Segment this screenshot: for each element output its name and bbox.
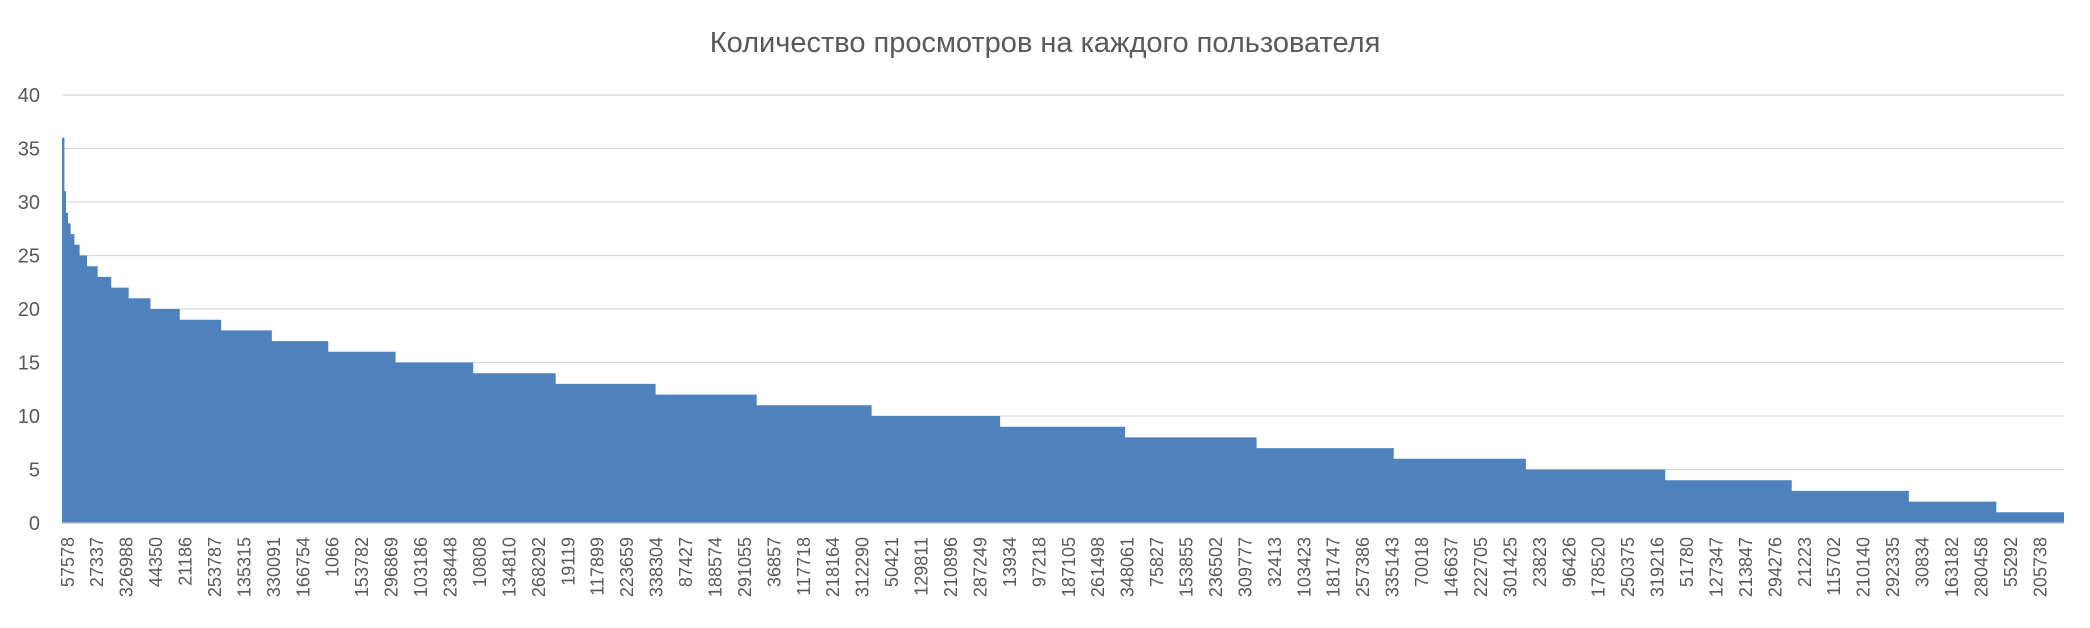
x-axis-ticks: 57578 27337 326988 44350 21186 253787 135315 33…	[58, 537, 2051, 597]
x-tick-label: 257386	[1353, 537, 1373, 597]
x-tick-label: 153855	[1177, 537, 1197, 597]
x-tick-label: 291055	[735, 537, 755, 597]
x-tick-label: 312290	[853, 537, 873, 597]
x-tick-label: 348061	[1118, 537, 1138, 597]
x-tick-label: 238448	[440, 537, 460, 597]
y-tick-label: 40	[18, 85, 40, 107]
y-axis-ticks: 0 5 10 15 20 25 30 35 40	[18, 85, 40, 535]
x-tick-label: 115702	[1824, 537, 1844, 596]
y-tick-label: 5	[29, 460, 40, 482]
x-tick-label: 319216	[1648, 537, 1668, 597]
x-tick-label: 210896	[941, 537, 961, 597]
x-tick-label: 181747	[1324, 537, 1344, 597]
x-tick-label: 292335	[1883, 537, 1903, 597]
x-tick-label: 87427	[676, 537, 696, 587]
x-tick-label: 55292	[2001, 537, 2021, 587]
x-tick-label: 30834	[1913, 537, 1933, 587]
x-tick-label: 117899	[588, 537, 608, 596]
x-tick-label: 103423	[1294, 537, 1314, 597]
x-tick-label: 178520	[1589, 537, 1609, 597]
x-tick-label: 309777	[1235, 537, 1255, 597]
x-tick-label: 338304	[647, 537, 667, 597]
y-tick-label: 35	[18, 139, 40, 161]
plot-area	[62, 137, 2064, 524]
x-tick-label: 210140	[1854, 537, 1874, 597]
x-tick-label: 261498	[1088, 537, 1108, 597]
x-tick-label: 96426	[1559, 537, 1579, 587]
x-tick-label: 135315	[234, 537, 254, 597]
y-tick-label: 25	[18, 246, 40, 268]
x-tick-label: 57578	[58, 537, 78, 587]
x-tick-label: 187105	[1059, 537, 1079, 597]
x-tick-label: 70018	[1412, 537, 1432, 587]
x-tick-label: 330091	[264, 537, 284, 597]
x-tick-label: 326988	[117, 537, 137, 597]
x-tick-label: 117718	[794, 537, 814, 596]
x-tick-label: 223659	[617, 537, 637, 597]
y-tick-label: 30	[18, 192, 40, 214]
x-tick-label: 253787	[205, 537, 225, 597]
x-tick-label: 23823	[1530, 537, 1550, 587]
x-tick-label: 134810	[499, 537, 519, 597]
x-tick-label: 294276	[1765, 537, 1785, 597]
y-tick-label: 20	[18, 299, 40, 321]
x-tick-label: 146637	[1441, 537, 1461, 597]
x-tick-label: 44350	[146, 537, 166, 587]
x-tick-label: 213847	[1736, 537, 1756, 597]
x-tick-label: 222705	[1471, 537, 1491, 597]
x-tick-label: 19119	[558, 537, 578, 586]
x-tick-label: 1066	[323, 537, 343, 577]
y-tick-label: 10	[18, 406, 40, 428]
x-tick-label: 335143	[1383, 537, 1403, 597]
x-tick-label: 153782	[352, 537, 372, 597]
y-tick-label: 15	[18, 353, 40, 375]
x-tick-label: 236502	[1206, 537, 1226, 597]
x-tick-label: 218164	[823, 537, 843, 597]
x-tick-label: 250375	[1618, 537, 1638, 597]
x-tick-label: 163182	[1942, 537, 1962, 597]
x-tick-label: 97218	[1029, 537, 1049, 587]
x-tick-label: 103186	[411, 537, 431, 597]
x-tick-label: 296869	[382, 537, 402, 597]
x-tick-label: 166754	[293, 537, 313, 597]
x-tick-label: 50421	[882, 537, 902, 587]
x-tick-label: 10808	[470, 537, 490, 587]
x-tick-label: 51780	[1677, 537, 1697, 587]
x-tick-label: 21223	[1795, 537, 1815, 587]
x-tick-label: 268292	[529, 537, 549, 597]
x-tick-label: 188574	[705, 537, 725, 597]
x-tick-label: 13934	[1000, 537, 1020, 587]
x-tick-label: 287249	[970, 537, 990, 597]
chart-title: Количество просмотров на каждого пользов…	[710, 27, 1381, 59]
x-tick-label: 36857	[764, 537, 784, 587]
x-tick-label: 280458	[1971, 537, 1991, 597]
x-tick-label: 21186	[176, 537, 196, 586]
x-tick-label: 205738	[2030, 537, 2050, 597]
x-tick-label: 129811	[912, 537, 932, 596]
x-tick-label: 27337	[87, 537, 107, 587]
x-tick-label: 32413	[1265, 537, 1285, 587]
views-area-series	[62, 137, 2064, 524]
x-tick-label: 75827	[1147, 537, 1167, 587]
x-tick-label: 127347	[1706, 537, 1726, 597]
y-tick-label: 0	[29, 513, 40, 535]
x-tick-label: 301425	[1500, 537, 1520, 597]
